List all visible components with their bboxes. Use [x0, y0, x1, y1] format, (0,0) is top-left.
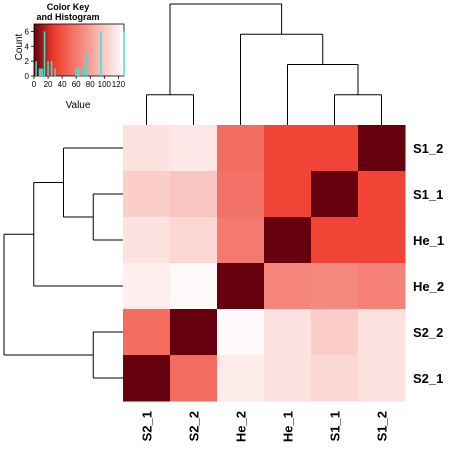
heatmap-cell — [358, 355, 406, 402]
row-label: He_1 — [413, 233, 444, 248]
heatmap-cell — [311, 217, 359, 264]
heatmap-cell — [311, 125, 359, 172]
color-key-y-tick: 2 — [25, 57, 30, 66]
heatmap-cell — [264, 125, 312, 172]
color-key-y-tick: 0 — [25, 72, 30, 81]
heatmap-cell — [311, 263, 359, 310]
column-label: He_2 — [234, 411, 249, 442]
color-key-title: Color Key — [47, 2, 90, 12]
color-key-xlabel: Value — [66, 100, 91, 111]
row-label: S1_1 — [413, 187, 443, 202]
heatmap-cell — [264, 171, 312, 218]
heatmap-cell — [217, 171, 265, 218]
column-label: He_1 — [281, 411, 296, 442]
row-label: He_2 — [413, 279, 444, 294]
heatmap-cell — [217, 125, 265, 172]
heatmap-cell — [217, 263, 265, 310]
heatmap-cell — [123, 171, 171, 218]
color-key-subtitle: and Histogram — [36, 12, 99, 22]
heatmap-cell — [170, 171, 218, 218]
heatmap-cell — [123, 217, 171, 264]
color-key-x-tick: 60 — [72, 80, 81, 89]
heatmap-cells — [123, 125, 406, 402]
heatmap-cell — [264, 217, 312, 264]
heatmap-cell — [123, 309, 171, 356]
heatmap-cell — [217, 355, 265, 402]
heatmap-cell — [123, 355, 171, 402]
heatmap-cell — [123, 125, 171, 172]
color-key-gradient — [33, 23, 125, 77]
color-key-x-tick: 120 — [112, 80, 126, 89]
heatmap-cell — [170, 309, 218, 356]
color-key-x-tick: 20 — [44, 80, 53, 89]
heatmap-cell — [358, 263, 406, 310]
color-key-x-tick: 0 — [32, 80, 37, 89]
heatmap-labels: S1_2 S1_1 He_1 He_2 S2_2 S2_1 S2_1 S2_2 He_2 He_1… — [140, 141, 445, 442]
heatmap-cell — [170, 263, 218, 310]
heatmap-cell — [311, 309, 359, 356]
color-key-y-tick: 4 — [25, 42, 30, 51]
heatmap-cell — [264, 309, 312, 356]
column-label: S1_1 — [328, 411, 343, 441]
heatmap-cell — [358, 309, 406, 356]
heatmap-cell — [170, 125, 218, 172]
heatmap-cell — [358, 125, 406, 172]
heatmap-cell — [311, 355, 359, 402]
column-label: S2_2 — [187, 411, 202, 441]
heatmap-cell — [358, 217, 406, 264]
row-label: S2_1 — [413, 371, 443, 386]
color-key-ylabel: Count — [14, 33, 25, 60]
color-key-x-tick: 100 — [98, 80, 112, 89]
heatmap-cell — [217, 309, 265, 356]
heatmap-cell — [311, 171, 359, 218]
dendrograms — [3, 3, 382, 379]
heatmap-cell — [123, 263, 171, 310]
heatmap-cell — [264, 355, 312, 402]
color-key: Color Key and Histogram Count Value 0 20 4… — [14, 2, 126, 111]
row-label: S2_2 — [413, 325, 443, 340]
heatmap-cell — [170, 217, 218, 264]
color-key-x-tick: 80 — [86, 80, 95, 89]
heatmap-cell — [217, 217, 265, 264]
row-label: S1_2 — [413, 141, 443, 156]
column-label: S2_1 — [140, 411, 155, 441]
column-label: S1_2 — [375, 411, 390, 441]
color-key-y-tick: 6 — [25, 27, 30, 36]
heatmap-cell — [264, 263, 312, 310]
heatmap-cell — [170, 355, 218, 402]
heatmap-cell — [358, 171, 406, 218]
color-key-x-tick: 40 — [58, 80, 67, 89]
